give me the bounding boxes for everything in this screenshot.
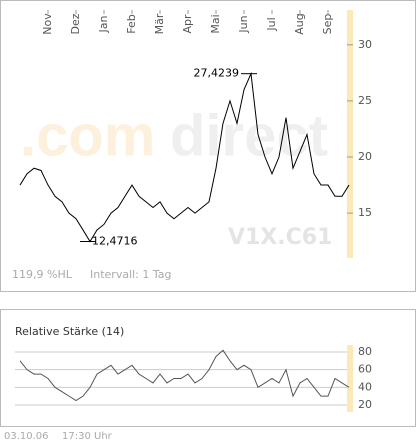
x-tick-label: Feb [125,14,138,33]
main-panel [0,0,416,292]
x-tick-label: Nov [41,13,54,35]
x-tick-label: Mär [153,13,166,34]
rsi-panel [0,309,416,427]
interval-info: Intervall: 1 Tag [90,268,172,281]
date: 03.10.06 [4,431,49,442]
range-info: 119,9 %HL [12,268,73,281]
watermark-com: .com [20,103,155,168]
y-tick-label: 80 [358,345,372,358]
y-tick-label: 15 [358,206,372,219]
value-label: 12,4716 [92,234,138,247]
x-tick-label: Aug [293,13,306,34]
price-line [19,349,350,402]
x-tick-label: Jan [97,15,110,33]
x-tick-label: Sep [321,14,334,35]
price-line [19,71,350,243]
x-tick-label: Jun [237,15,250,33]
y-tick-label: 20 [358,398,372,411]
y-tick-label: 25 [358,94,372,107]
y-tick-label: 60 [358,363,372,376]
time: 17:30 Uhr [62,431,113,442]
y-tick-label: 40 [358,380,372,393]
value-label: 27,4239 [194,67,240,80]
x-tick-label: Jul [265,17,278,31]
x-tick-label: Mai [209,14,222,33]
y-tick-label: 30 [358,38,372,51]
axis-band [347,345,353,412]
symbol: V1X.C61 [228,225,332,250]
watermark-direct: direct [170,103,328,168]
axis-band [347,10,353,258]
y-tick-label: 20 [358,150,372,163]
x-tick-label: Apr [181,14,194,34]
x-tick-label: Dez [69,13,82,34]
rsi-title: Relative Stärke (14) [15,325,124,338]
